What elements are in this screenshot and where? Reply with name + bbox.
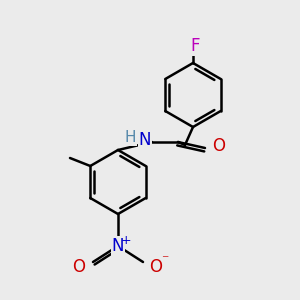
Text: O: O bbox=[212, 137, 226, 155]
Text: +: + bbox=[121, 235, 131, 248]
Text: ⁻: ⁻ bbox=[161, 253, 169, 267]
Text: H: H bbox=[124, 130, 136, 146]
Text: F: F bbox=[190, 37, 200, 55]
Text: O: O bbox=[73, 258, 85, 276]
Text: N: N bbox=[112, 237, 124, 255]
Text: O: O bbox=[149, 258, 163, 276]
Text: N: N bbox=[139, 131, 151, 149]
